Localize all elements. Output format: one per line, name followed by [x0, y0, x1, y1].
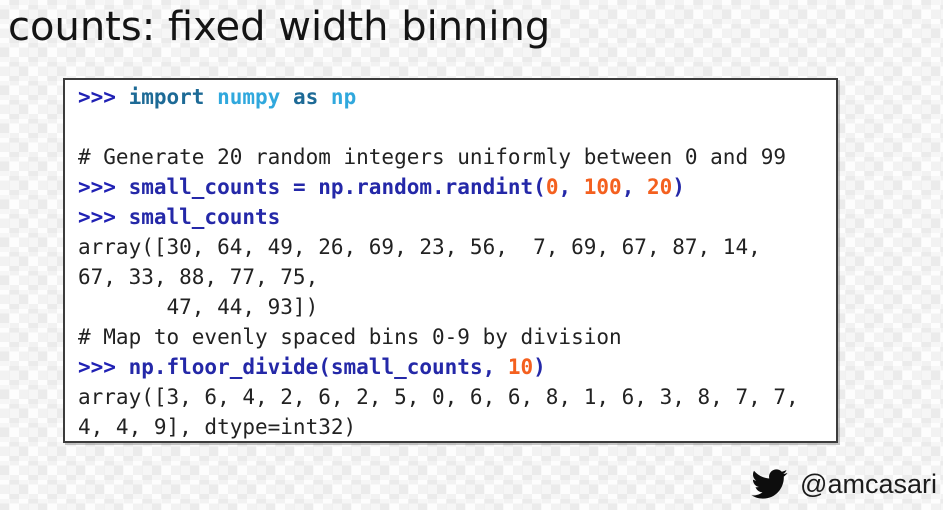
code-token-kw: as — [292, 85, 319, 109]
slide-title: counts: fixed width binning — [8, 4, 551, 50]
code-line: array([3, 6, 4, 2, 6, 2, 5, 0, 6, 6, 8, … — [78, 382, 836, 412]
code-token-mod: np — [330, 85, 357, 109]
code-token-num: 10 — [507, 355, 534, 379]
code-token-mod: numpy — [217, 85, 281, 109]
code-token-num: 20 — [647, 175, 673, 199]
code-token-prompt: >>> — [78, 355, 129, 379]
code-token-prompt: >>> — [78, 85, 129, 109]
code-token-out: 67, 33, 88, 77, 75, — [78, 265, 319, 289]
code-token-out — [318, 85, 331, 109]
code-line: # Map to evenly spaced bins 0-9 by divis… — [78, 322, 836, 352]
code-token-out: array([3, 6, 4, 2, 6, 2, 5, 0, 6, 6, 8, … — [78, 385, 799, 409]
code-line — [78, 112, 836, 142]
code-line: >>> np.floor_divide(small_counts, 10) — [78, 352, 836, 382]
code-token-code: np.floor_divide(small_counts, — [128, 355, 508, 379]
code-token-out: 47, 44, 93]) — [78, 295, 319, 319]
code-token-num: 0 — [545, 175, 559, 199]
code-line: # Generate 20 random integers uniformly … — [78, 142, 836, 172]
code-token-prompt: >>> — [78, 175, 129, 199]
code-token-out: array([30, 64, 49, 26, 69, 23, 56, 7, 69… — [78, 235, 761, 259]
code-token-out: 4, 4, 9], dtype=int32) — [78, 415, 357, 439]
code-token-out — [204, 85, 217, 109]
code-line: 67, 33, 88, 77, 75, — [78, 262, 836, 292]
code-token-out: # Generate 20 random integers uniformly … — [78, 145, 787, 169]
code-token-code: small_counts = np.random.randint( — [128, 175, 546, 199]
code-line: >>> small_counts — [78, 202, 836, 232]
code-box: >>> import numpy as np # Generate 20 ran… — [63, 78, 838, 443]
code-token-code: small_counts — [128, 205, 281, 229]
code-token-code: , — [558, 175, 584, 199]
code-token-out: # Map to evenly spaced bins 0-9 by divis… — [78, 325, 622, 349]
code-line: >>> small_counts = np.random.randint(0, … — [78, 172, 836, 202]
code-token-code: , — [621, 175, 647, 199]
code-token-kw: import — [128, 85, 205, 109]
twitter-bird-icon — [748, 466, 791, 502]
code-line: 47, 44, 93]) — [78, 292, 836, 322]
code-token-prompt: >>> — [78, 205, 129, 229]
code-line: array([30, 64, 49, 26, 69, 23, 56, 7, 69… — [78, 232, 836, 262]
code-block: >>> import numpy as np # Generate 20 ran… — [65, 80, 836, 442]
code-line: >>> import numpy as np — [78, 82, 836, 112]
code-token-num: 100 — [583, 175, 622, 199]
code-token-code: ) — [672, 175, 685, 199]
code-token-out — [280, 85, 293, 109]
footer: @amcasari — [748, 466, 937, 502]
code-token-code: ) — [533, 355, 546, 379]
code-line: 4, 4, 9], dtype=int32) — [78, 412, 836, 442]
twitter-handle: @amcasari — [800, 468, 937, 499]
